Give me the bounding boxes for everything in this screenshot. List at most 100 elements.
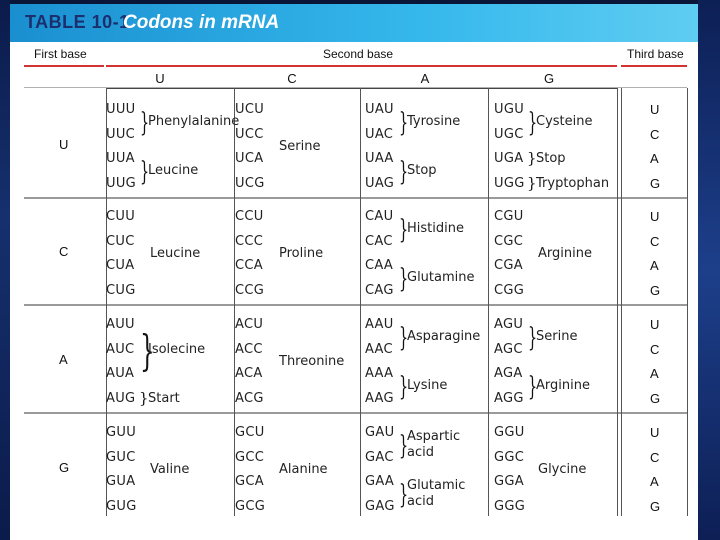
brace-icon: } <box>528 323 538 354</box>
third-base-letter: C <box>650 126 660 142</box>
col-divider-4 <box>617 88 618 516</box>
first-base-letter: G <box>59 459 70 475</box>
codon-cell: CCA <box>235 258 263 273</box>
codon-cell: ACC <box>235 341 263 357</box>
amino-acid-label: Proline <box>279 245 324 261</box>
second-base-rule <box>106 65 617 67</box>
codon-cell: GUU <box>106 425 137 440</box>
codon-cell: GGU <box>494 425 525 440</box>
slide: TABLE 10-1 Codons in mRNA First base Sec… <box>10 4 698 540</box>
third-base-letter: U <box>650 425 660 440</box>
row-rule-top <box>24 87 687 88</box>
second-base-u: U <box>155 71 165 86</box>
first-base-letter: C <box>59 243 69 259</box>
amino-acid-label: Threonine <box>279 353 345 369</box>
third-base-header: Third base <box>627 47 684 61</box>
codon-cell: AGG <box>494 390 524 406</box>
third-base-letter: U <box>650 209 660 224</box>
brace-icon: } <box>399 372 409 403</box>
codon-cell: AUA <box>106 366 135 381</box>
brace-icon: } <box>140 157 150 188</box>
amino-acid-label: Isolecine <box>148 341 206 357</box>
codon-cell: UAG <box>365 175 395 191</box>
row-rule-1 <box>24 197 687 199</box>
amino-acid-label: Stop <box>407 163 437 179</box>
codon-cell: AAC <box>365 341 393 357</box>
brace-icon: } <box>399 108 409 139</box>
codon-cell: GCU <box>235 425 265 440</box>
codon-cell: UCA <box>235 151 264 166</box>
codon-cell: GGC <box>494 449 525 465</box>
table-title: Codons in mRNA <box>123 12 280 33</box>
first-base-letter: U <box>59 136 69 152</box>
column-header-rule <box>106 88 617 89</box>
brace-icon: } <box>528 372 538 403</box>
codon-cell: UUC <box>106 126 136 142</box>
third-base-letter: G <box>650 390 661 406</box>
brace-icon: } <box>399 215 409 246</box>
codon-cell: GCA <box>235 474 264 489</box>
table-number: TABLE 10-1 <box>25 12 130 32</box>
brace-icon: } <box>399 323 409 354</box>
amino-acid-label: Asparagine <box>407 329 481 345</box>
codon-cell: GAU <box>365 425 395 440</box>
codon-cell: AAU <box>365 317 394 332</box>
codon-cell: GGG <box>494 498 526 514</box>
brace-icon: } <box>399 157 409 188</box>
codon-cell: ACU <box>235 317 264 332</box>
codon-cell: AGU <box>494 317 524 332</box>
first-base-letter: A <box>59 351 68 367</box>
codon-cell: ACA <box>235 366 263 381</box>
amino-acid-label: Alanine <box>279 461 328 477</box>
brace-icon: } <box>399 480 409 511</box>
first-base-rule <box>24 65 104 67</box>
first-base-header: First base <box>34 47 87 61</box>
codon-cell: UGG <box>494 175 525 191</box>
amino-acid-label: Leucine <box>148 163 199 179</box>
second-base-g: G <box>543 71 555 86</box>
codon-cell: GUA <box>106 474 136 489</box>
col-divider-6 <box>687 88 688 516</box>
codon-cell: UCU <box>235 102 265 117</box>
amino-acid-label: Serine <box>279 138 321 154</box>
amino-acid-label: Glutamine <box>407 270 475 286</box>
second-base-c: C <box>287 71 297 86</box>
col-divider-5 <box>621 88 622 516</box>
third-base-letter: A <box>650 474 659 489</box>
amino-acid-label: Tyrosine <box>407 114 461 130</box>
slide-right-border <box>698 0 720 540</box>
amino-acid-label: Phenylalanine <box>148 114 240 130</box>
col-divider-2 <box>360 88 361 516</box>
codon-cell: CCU <box>235 209 264 224</box>
codon-cell: CGC <box>494 233 524 249</box>
codon-cell: ACG <box>235 390 264 406</box>
codon-cell: CAG <box>365 282 394 298</box>
third-base-letter: U <box>650 317 660 332</box>
brace-icon: } <box>527 173 537 192</box>
codon-cell: UUA <box>106 151 135 166</box>
third-base-letter: C <box>650 233 660 249</box>
third-base-letter: G <box>650 282 661 298</box>
codon-cell: AGA <box>494 366 523 381</box>
brace-icon: } <box>399 264 409 295</box>
amino-acid-label: Lysine <box>407 378 448 394</box>
col-divider-1 <box>234 88 235 516</box>
amino-acid-label: Aspartic acid <box>407 429 461 461</box>
codon-cell: GGA <box>494 474 524 489</box>
third-base-letter: G <box>650 498 661 514</box>
codon-cell: AUG <box>106 390 136 406</box>
codon-cell: AAA <box>365 366 394 381</box>
amino-acid-label: Start <box>148 390 180 406</box>
codon-cell: UGU <box>494 102 525 117</box>
third-base-letter: U <box>650 102 660 117</box>
codon-cell: UAA <box>365 151 394 166</box>
codon-cell: UUU <box>106 102 136 117</box>
amino-acid-label: Valine <box>150 461 190 477</box>
codon-cell: CGG <box>494 282 525 298</box>
codon-cell: UGC <box>494 126 524 142</box>
codon-cell: GAC <box>365 449 394 465</box>
codon-cell: GUG <box>106 498 137 514</box>
amino-acid-label: Histidine <box>407 221 464 237</box>
codon-cell: CGA <box>494 258 523 273</box>
third-base-letter: A <box>650 366 659 381</box>
